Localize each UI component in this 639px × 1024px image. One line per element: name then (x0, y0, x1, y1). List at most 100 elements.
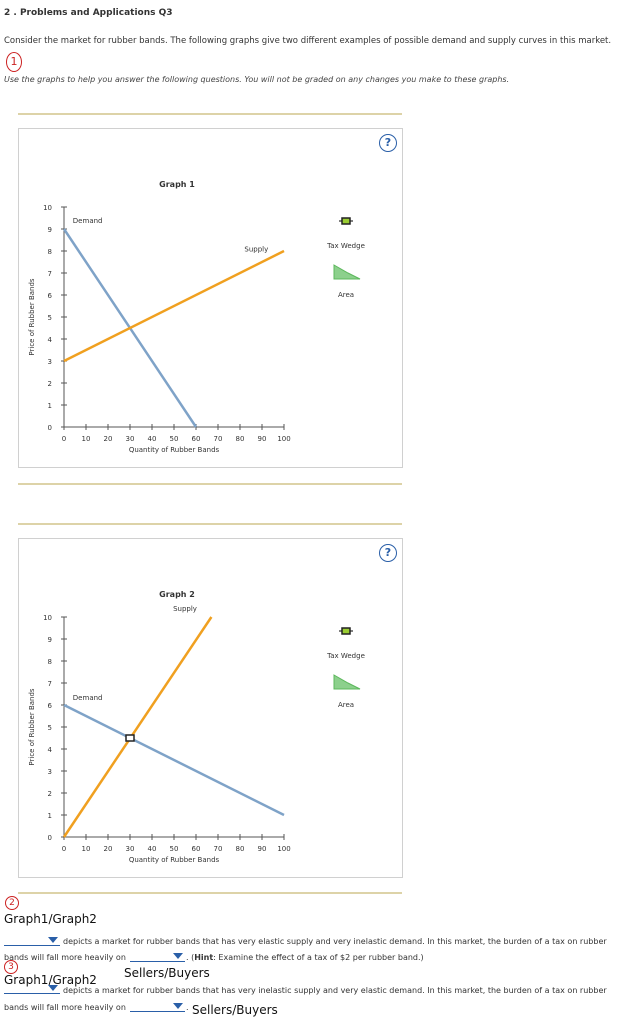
x-tick-label: 0 (62, 845, 66, 853)
y-tick-label: 2 (48, 380, 52, 388)
y-tick-label: 8 (48, 658, 52, 666)
x-axis-label: Quantity of Rubber Bands (129, 856, 220, 864)
divider (18, 483, 402, 485)
page-title: 2 . Problems and Applications Q3 (4, 8, 173, 18)
help-icon[interactable]: ? (379, 544, 397, 562)
graph-1-panel: ? Graph 1 0 1 2 3 4 5 6 7 8 9 10 0 10 20 30 40 50 60 70 80 90… (18, 128, 403, 468)
question-2-line2: bands will fall more heavily on (4, 1003, 126, 1012)
graph-2-panel: ? Graph 2 0 1 2 3 4 5 6 7 8 9 10 0 10 20 30 40 50 60 70 80 90… (18, 538, 403, 878)
demand-label: Demand (73, 217, 103, 225)
y-tick-label: 3 (48, 768, 52, 776)
x-tick-label: 80 (236, 845, 245, 853)
area-icon (333, 264, 361, 280)
hint-label: Hint (194, 953, 214, 962)
area-icon (333, 674, 361, 690)
handwritten-mark-3: 3 (4, 960, 18, 974)
y-tick-label: 9 (48, 226, 52, 234)
y-tick-label: 1 (48, 402, 52, 410)
chevron-down-icon (173, 1003, 183, 1009)
question-2-text: depicts a market for rubber bands that h… (63, 986, 607, 995)
question-1-line2: bands will fall more heavily on (4, 953, 126, 962)
hint-text: : Examine the effect of a tax of $2 per … (213, 953, 424, 962)
graph-select-2[interactable] (4, 983, 60, 994)
demand-curve (63, 703, 285, 817)
y-tick-label: 2 (48, 790, 52, 798)
x-tick-label: 90 (258, 845, 267, 853)
question-1-text: depicts a market for rubber bands that h… (63, 937, 607, 946)
x-tick-label: 50 (170, 435, 179, 443)
x-tick-label: 60 (192, 845, 201, 853)
divider (18, 523, 402, 525)
x-tick-label: 80 (236, 435, 245, 443)
handwritten-side-choice-1: Sellers/Buyers (124, 966, 210, 980)
tax-wedge-label: Tax Wedge (326, 652, 365, 660)
chart-title: Graph 2 (159, 590, 195, 599)
intro-text: Consider the market for rubber bands. Th… (4, 36, 612, 46)
y-tick-label: 4 (48, 336, 53, 344)
divider (18, 113, 402, 115)
chart-title: Graph 1 (159, 180, 195, 189)
handwritten-graph-choice-1: Graph1/Graph2 (4, 912, 97, 926)
y-tick-label: 1 (48, 812, 52, 820)
supply-label: Supply (244, 246, 268, 254)
x-tick-label: 20 (104, 845, 113, 853)
y-axis-label: Price of Rubber Bands (28, 688, 36, 766)
chevron-down-icon (173, 953, 183, 959)
x-tick-label: 70 (214, 845, 223, 853)
chevron-down-icon (48, 985, 58, 991)
x-tick-label: 90 (258, 435, 267, 443)
y-tick-label: 8 (48, 248, 52, 256)
y-tick-label: 5 (48, 314, 52, 322)
x-tick-label: 0 (62, 435, 66, 443)
graph-select-1[interactable] (4, 935, 60, 946)
x-axis-label: Quantity of Rubber Bands (129, 446, 220, 454)
tax-wedge-marker (125, 734, 135, 742)
area-label: Area (338, 291, 354, 299)
y-tick-label: 7 (48, 680, 52, 688)
y-tick-label: 0 (48, 424, 52, 432)
x-tick-label: 100 (277, 435, 290, 443)
handwritten-mark-2: 2 (5, 896, 19, 910)
supply-label: Supply (173, 605, 197, 613)
y-tick-label: 10 (43, 614, 52, 622)
supply-curve (63, 249, 285, 363)
question-2-end: . (186, 1003, 189, 1012)
handwritten-graph-choice-2: Graph1/Graph2 (4, 973, 97, 987)
x-tick-label: 40 (148, 435, 157, 443)
handwritten-side-choice-2: Sellers/Buyers (192, 1003, 278, 1017)
tax-wedge-label: Tax Wedge (326, 242, 365, 250)
supply-curve (62, 616, 213, 838)
x-tick-label: 30 (126, 845, 135, 853)
x-tick-label: 50 (170, 845, 179, 853)
y-tick-label: 4 (48, 746, 53, 754)
y-tick-label: 7 (48, 270, 52, 278)
y-tick-label: 6 (48, 702, 53, 710)
help-icon[interactable]: ? (379, 134, 397, 152)
x-tick-label: 20 (104, 435, 113, 443)
divider (18, 892, 402, 894)
x-tick-label: 30 (126, 435, 135, 443)
tax-wedge-icon (341, 627, 351, 635)
x-tick-label: 70 (214, 435, 223, 443)
area-label: Area (338, 701, 354, 709)
hint-open: . ( (186, 953, 195, 962)
y-tick-label: 9 (48, 636, 52, 644)
x-tick-label: 10 (82, 435, 91, 443)
chevron-down-icon (48, 937, 58, 943)
side-select-1[interactable] (130, 951, 185, 962)
instruction-text: Use the graphs to help you answer the fo… (4, 75, 510, 84)
x-tick-label: 60 (192, 435, 201, 443)
y-tick-label: 3 (48, 358, 52, 366)
handwritten-mark-1: 1 (6, 52, 22, 72)
tax-wedge-icon (341, 217, 351, 225)
x-tick-label: 10 (82, 845, 91, 853)
x-tick-label: 100 (277, 845, 290, 853)
side-select-2[interactable] (130, 1001, 185, 1012)
y-tick-label: 6 (48, 292, 53, 300)
y-tick-label: 0 (48, 834, 52, 842)
x-tick-label: 40 (148, 845, 157, 853)
demand-label: Demand (73, 694, 103, 702)
y-tick-label: 5 (48, 724, 52, 732)
